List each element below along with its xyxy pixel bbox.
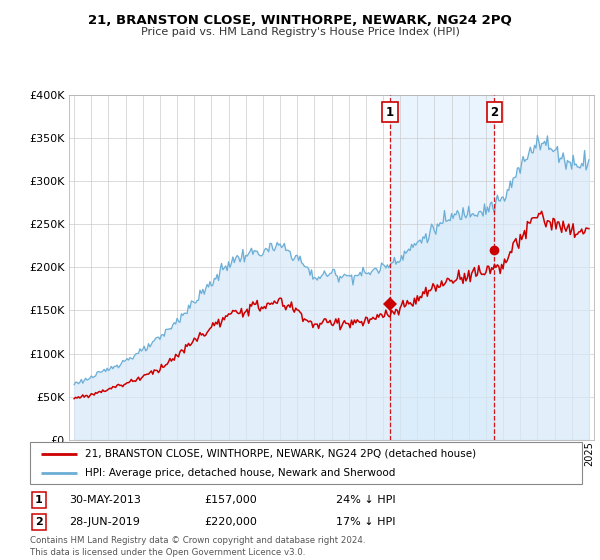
- Text: 30-MAY-2013: 30-MAY-2013: [69, 495, 141, 505]
- Text: 2: 2: [35, 517, 43, 527]
- Text: 24% ↓ HPI: 24% ↓ HPI: [336, 495, 395, 505]
- Text: 1: 1: [35, 495, 43, 505]
- Text: Contains HM Land Registry data © Crown copyright and database right 2024.
This d: Contains HM Land Registry data © Crown c…: [30, 536, 365, 557]
- Text: 21, BRANSTON CLOSE, WINTHORPE, NEWARK, NG24 2PQ: 21, BRANSTON CLOSE, WINTHORPE, NEWARK, N…: [88, 14, 512, 27]
- Text: 2: 2: [490, 105, 499, 119]
- Text: 21, BRANSTON CLOSE, WINTHORPE, NEWARK, NG24 2PQ (detached house): 21, BRANSTON CLOSE, WINTHORPE, NEWARK, N…: [85, 449, 476, 459]
- Text: 17% ↓ HPI: 17% ↓ HPI: [336, 517, 395, 527]
- Text: HPI: Average price, detached house, Newark and Sherwood: HPI: Average price, detached house, Newa…: [85, 468, 395, 478]
- FancyBboxPatch shape: [30, 442, 582, 484]
- Text: 1: 1: [386, 105, 394, 119]
- Text: 28-JUN-2019: 28-JUN-2019: [69, 517, 140, 527]
- Bar: [390, 95, 494, 440]
- Text: £220,000: £220,000: [204, 517, 257, 527]
- Text: Price paid vs. HM Land Registry's House Price Index (HPI): Price paid vs. HM Land Registry's House …: [140, 27, 460, 37]
- Text: £157,000: £157,000: [204, 495, 257, 505]
